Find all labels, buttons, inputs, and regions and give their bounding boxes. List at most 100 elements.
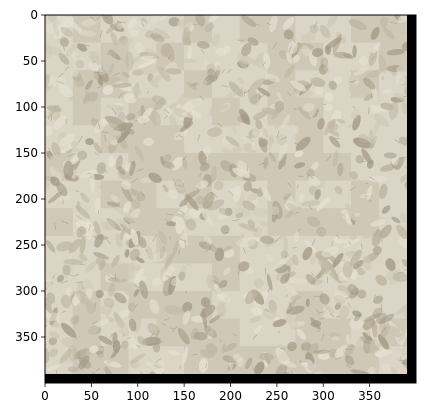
texture-crease [134, 284, 140, 289]
texture-fiber [217, 303, 227, 318]
texture-fiber [302, 103, 315, 112]
texture-crease [294, 142, 300, 146]
texture-fiber [368, 48, 378, 67]
texture-crease [223, 232, 229, 234]
texture-fiber [111, 255, 120, 268]
texture-crease [46, 116, 50, 120]
texture-fiber [332, 150, 339, 168]
texture-fiber [349, 171, 359, 180]
texture-fiber [383, 152, 397, 159]
texture-crease [175, 133, 181, 138]
texture-crease [109, 334, 113, 339]
texture-fiber [237, 160, 250, 175]
texture-fiber [388, 325, 402, 338]
texture-fiber [61, 337, 78, 348]
texture-fiber [370, 104, 378, 115]
texture-crease [284, 196, 288, 204]
texture-fiber [207, 68, 218, 82]
y-tick-label: 150 [15, 146, 38, 160]
texture-fiber [90, 50, 101, 61]
texture-crease [119, 345, 122, 349]
texture-crease [193, 82, 197, 87]
texture-crease [365, 182, 369, 185]
texture-crease [112, 72, 121, 77]
texture-fiber [131, 55, 141, 65]
texture-crease [148, 344, 153, 346]
texture-crease [277, 330, 280, 334]
texture-fiber [319, 25, 331, 39]
texture-crease [78, 135, 83, 143]
texture-fiber [270, 206, 280, 216]
texture-fiber [79, 253, 88, 262]
texture-crease [198, 95, 206, 101]
texture-fiber [148, 172, 162, 183]
texture-crease [354, 291, 359, 298]
texture-fiber [45, 278, 52, 290]
y-tick-label: 200 [15, 192, 38, 206]
texture-crease [183, 155, 187, 161]
texture-fiber [137, 115, 150, 124]
texture-fiber [254, 361, 265, 375]
texture-fiber [283, 235, 288, 254]
texture-crease [252, 367, 255, 371]
texture-fiber [232, 167, 251, 179]
texture-fiber [171, 156, 184, 171]
texture-fiber [174, 129, 189, 141]
texture-fiber [56, 182, 68, 197]
texture-crease [382, 76, 384, 81]
texture-fiber [152, 74, 163, 84]
texture-fiber [380, 16, 388, 28]
texture-fiber [375, 274, 387, 286]
texture-crease [325, 155, 332, 162]
texture-fiber [147, 322, 160, 336]
texture-fiber [250, 306, 264, 316]
texture-fiber [364, 69, 384, 79]
texture-fiber [45, 312, 60, 322]
texture-fiber [146, 246, 154, 260]
texture-fiber [362, 255, 372, 271]
texture-fiber [182, 157, 188, 169]
texture-fiber [298, 106, 312, 120]
texture-fiber [88, 61, 99, 72]
texture-fiber [263, 157, 269, 169]
texture-fiber [307, 363, 327, 374]
texture-fiber [241, 113, 250, 124]
texture-fiber [117, 112, 126, 124]
texture-fiber [245, 289, 257, 305]
texture-fiber [380, 163, 395, 172]
texture-fiber [56, 274, 64, 283]
texture-fiber [137, 236, 147, 248]
texture-fiber [300, 342, 311, 351]
texture-crease [62, 46, 66, 51]
texture-fiber [327, 121, 339, 131]
texture-fiber [117, 320, 130, 337]
texture-crease [319, 317, 326, 320]
texture-crease [203, 299, 206, 305]
texture-crease [264, 308, 270, 313]
texture-fiber [352, 44, 357, 58]
texture-fiber [84, 100, 95, 112]
texture-tile [323, 153, 352, 181]
texture-crease [57, 72, 64, 78]
texture-crease [390, 21, 398, 25]
texture-fiber [179, 232, 188, 249]
texture-crease [243, 89, 246, 97]
texture-fiber [368, 358, 380, 370]
texture-crease [242, 247, 246, 254]
texture-crease [369, 176, 375, 181]
texture-fiber [252, 111, 267, 120]
texture-fiber [78, 30, 97, 37]
texture-fiber [398, 236, 410, 249]
texture-fiber [356, 289, 367, 299]
texture-crease [102, 131, 109, 134]
texture-fiber [305, 274, 316, 285]
texture-fiber [373, 113, 390, 128]
texture-fiber [245, 357, 253, 370]
texture-crease [246, 165, 249, 172]
texture-crease [228, 190, 234, 196]
texture-fiber [237, 261, 250, 272]
texture-fiber [247, 37, 259, 46]
texture-fiber [71, 293, 81, 307]
texture-crease [178, 209, 185, 215]
texture-crease [341, 259, 346, 262]
